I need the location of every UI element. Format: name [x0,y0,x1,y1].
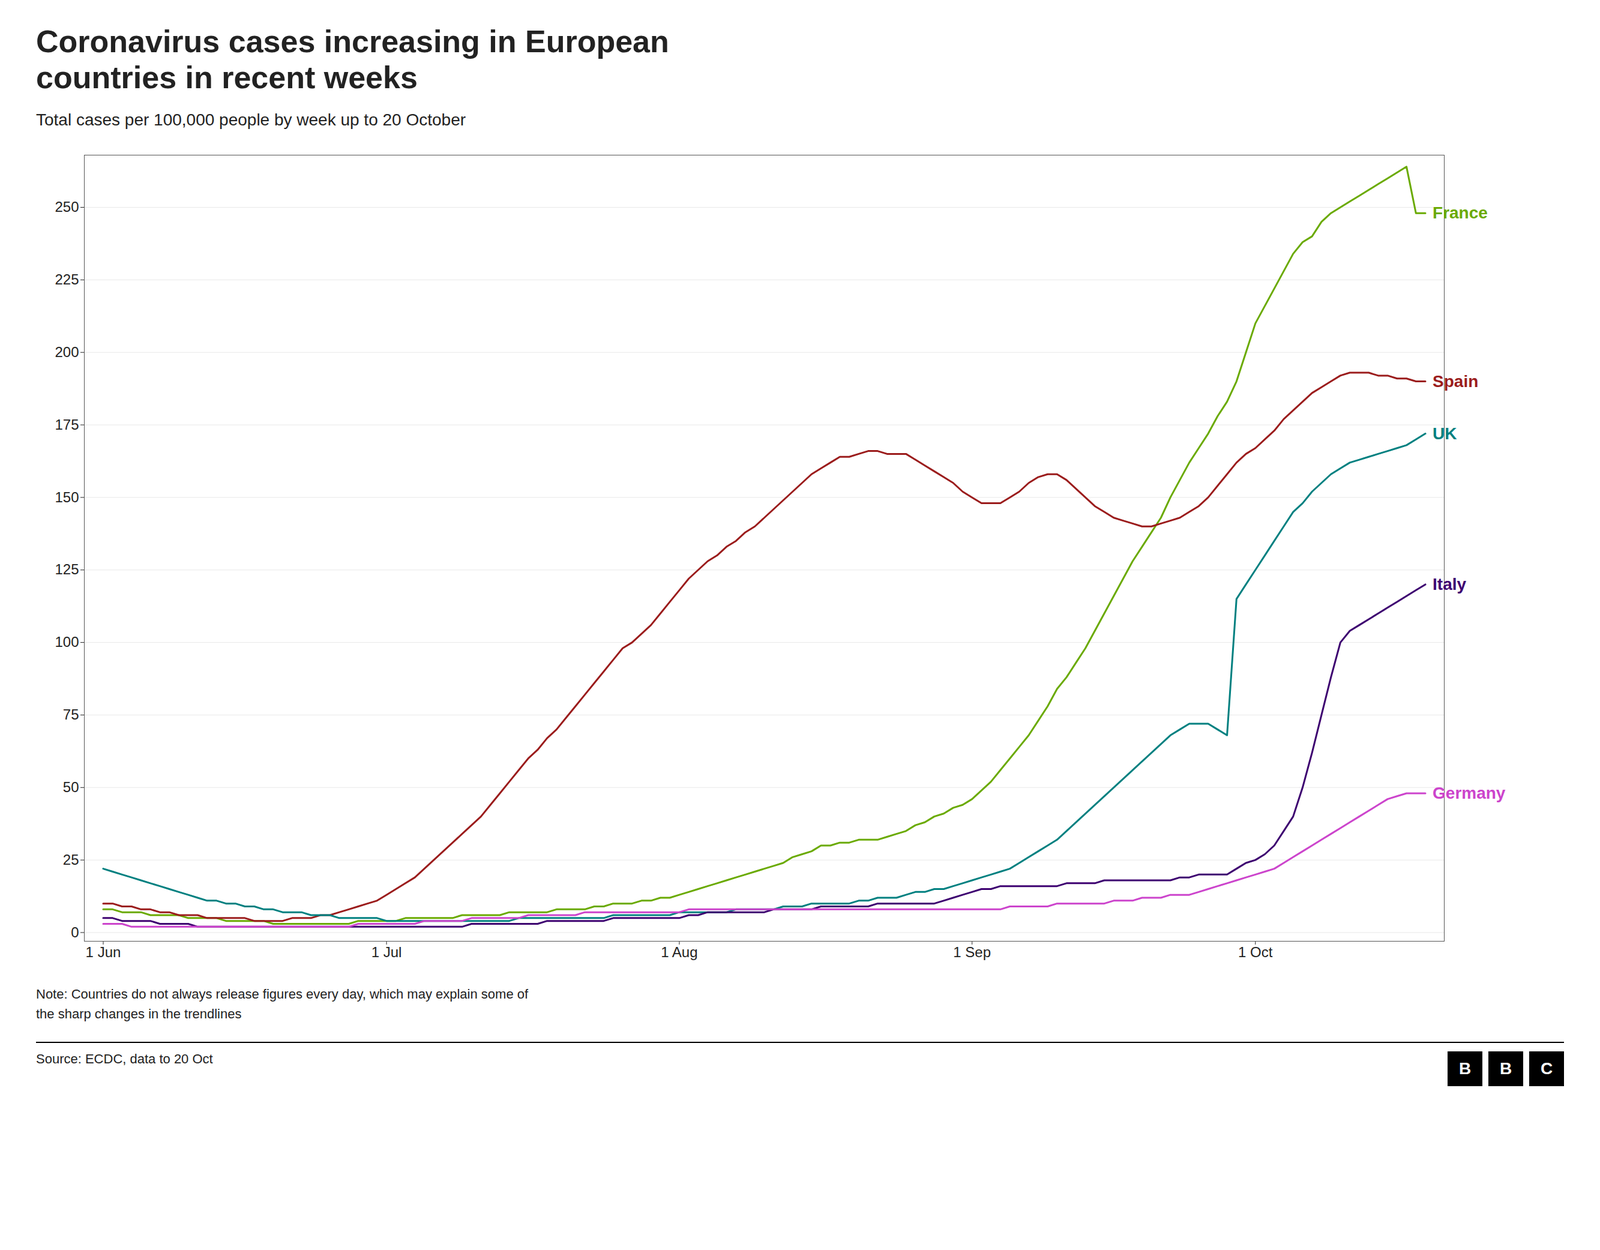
svg-text:100: 100 [54,633,79,650]
html-text:Coronavirus cases increasing i: Coronavirus cases increasing in European… [36,24,670,95]
html-text:Total cases per 100,000 people: Total cases per 100,000 people by week u… [36,110,466,129]
html-text:C: C [1540,1059,1553,1078]
svg-text:1 Jun: 1 Jun [85,943,122,960]
html-text:B: B [1499,1059,1512,1078]
svg-text:UK: UK [1432,423,1457,443]
svg-text:25: 25 [63,851,80,868]
svg-text:175: 175 [54,415,79,433]
svg-text:1 Oct: 1 Oct [1238,943,1273,960]
svg-text:200: 200 [54,343,79,360]
svg-text:1 Aug: 1 Aug [660,943,698,960]
svg-text:Spain: Spain [1432,371,1479,391]
svg-text:150: 150 [54,488,79,505]
svg-text:Italy: Italy [1432,574,1467,593]
html-text:Source: ECDC, data to 20 Oct: Source: ECDC, data to 20 Oct [36,1051,213,1067]
svg-text:225: 225 [54,271,79,288]
html-text:Note: Countries do not always: Note: Countries do not always release fi… [36,986,529,1022]
svg-text:1 Jul: 1 Jul [371,943,403,960]
svg-text:50: 50 [63,778,80,796]
svg-text:France: France [1432,203,1488,223]
svg-text:250: 250 [54,198,79,215]
html-text:B: B [1458,1059,1472,1078]
svg-text:125: 125 [54,561,79,578]
svg-text:0: 0 [70,923,79,940]
svg-text:Germany: Germany [1432,783,1506,803]
svg-text:75: 75 [63,706,80,723]
svg-text:1 Sep: 1 Sep [953,943,991,960]
